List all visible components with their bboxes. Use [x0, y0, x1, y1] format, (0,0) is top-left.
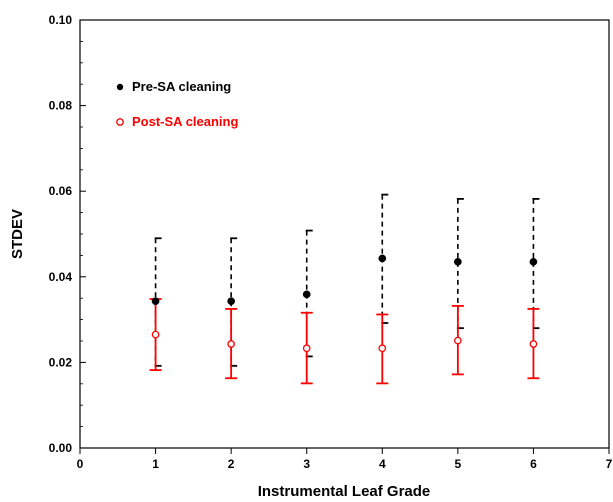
data-point-post-sa	[378, 344, 387, 353]
x-tick-label: 6	[530, 457, 537, 471]
y-axis-title: STDEV	[9, 209, 26, 259]
data-point-pre-sa	[454, 257, 462, 266]
data-point-post-sa	[151, 330, 160, 339]
legend: Pre-SA cleaning Post-SA cleaning	[116, 79, 238, 129]
legend-marker-pre-sa	[116, 83, 124, 91]
y-tick-label: 0.00	[49, 441, 73, 455]
data-point-pre-sa	[302, 290, 311, 299]
x-tick-label: 2	[228, 457, 235, 471]
plot-area	[79, 19, 610, 449]
y-tick-label: 0.04	[49, 270, 73, 284]
y-tick-label: 0.02	[49, 355, 73, 369]
data-point-post-sa	[529, 340, 538, 348]
data-point-pre-sa	[378, 254, 387, 263]
data-point-pre-sa	[529, 257, 538, 266]
legend-marker-post-sa	[116, 118, 124, 126]
data-point-post-sa	[454, 336, 462, 345]
x-tick-label: 4	[379, 457, 386, 471]
y-tick-label: 0.10	[49, 13, 73, 27]
data-point-post-sa	[227, 340, 235, 348]
x-tick-label: 5	[455, 457, 462, 471]
data-point-pre-sa	[151, 297, 160, 306]
x-tick-label: 7	[606, 457, 613, 471]
y-axis-ticks: 0.00 0.02 0.04 0.06 0.08 0.10	[49, 13, 86, 455]
legend-label-pre-sa: Pre-SA cleaning	[132, 79, 231, 94]
x-axis-ticks: 0 1 2 3 4 5 6 7	[77, 448, 613, 471]
data-point-pre-sa	[227, 297, 235, 306]
data-markers	[151, 254, 538, 353]
x-axis-title: Instrumental Leaf Grade	[258, 483, 431, 500]
y-tick-label: 0.06	[49, 184, 73, 198]
x-tick-label: 0	[77, 457, 84, 471]
legend-label-post-sa: Post-SA cleaning	[132, 114, 238, 129]
data-point-post-sa	[302, 344, 311, 353]
x-tick-label: 1	[152, 457, 159, 471]
y-tick-label: 0.08	[49, 99, 73, 113]
x-tick-label: 3	[303, 457, 310, 471]
